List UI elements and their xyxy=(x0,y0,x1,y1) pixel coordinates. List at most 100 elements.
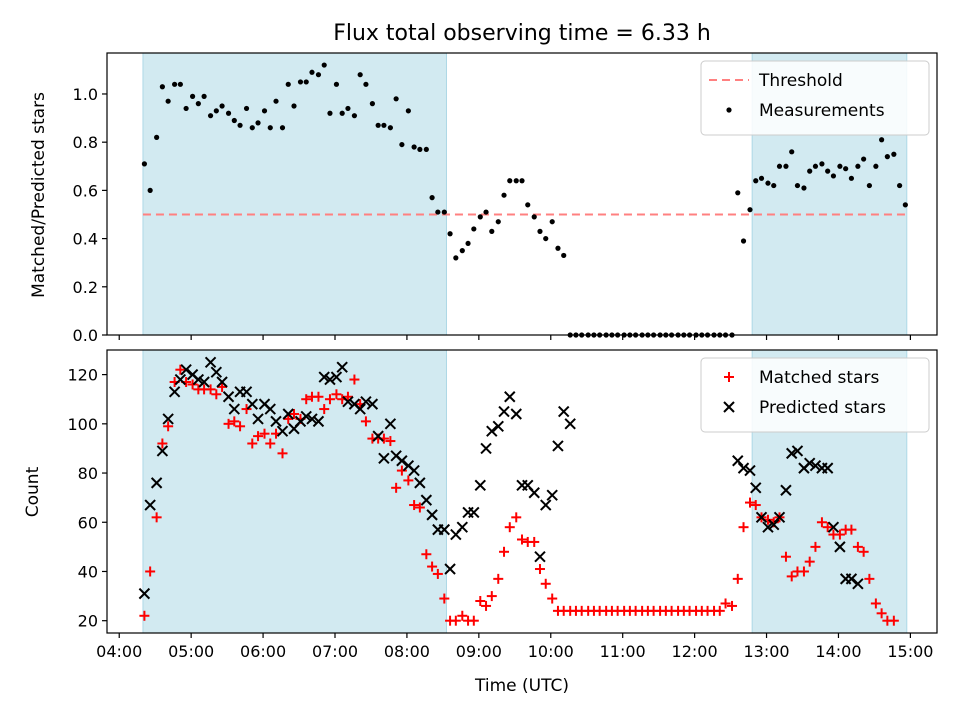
matched-stars-point xyxy=(324,394,335,405)
x-marker-b xyxy=(755,511,768,524)
predicted-stars-point xyxy=(198,376,210,388)
matched-stars-point xyxy=(187,379,198,390)
x-marker-b xyxy=(762,521,774,533)
x-tick-label: 04:00 xyxy=(96,642,142,661)
chart-title: Flux total observing time = 6.33 h xyxy=(333,21,711,46)
x-marker-b xyxy=(809,459,822,472)
matched-stars-point xyxy=(342,391,353,402)
x-marker-b xyxy=(306,413,318,425)
measurement-point xyxy=(219,103,225,109)
x-axis-label: Time (UTC) xyxy=(474,676,569,696)
predicted-stars-point xyxy=(564,418,576,430)
predicted-stars-point xyxy=(809,459,822,472)
predicted-stars-point xyxy=(366,398,379,410)
predicted-stars-point xyxy=(372,430,384,442)
matched-stars-point xyxy=(259,428,270,439)
matched-stars-point xyxy=(750,500,761,511)
matched-stars-point xyxy=(277,448,288,459)
predicted-stars-point xyxy=(852,578,864,590)
matched-stars-point xyxy=(432,568,443,579)
predicted-stars-point xyxy=(342,395,354,408)
x-marker-b xyxy=(456,521,469,533)
matched-stars-point xyxy=(289,408,300,419)
x-marker-b xyxy=(180,363,192,376)
measurement-point xyxy=(861,156,867,162)
measurement-point xyxy=(477,214,483,220)
matched-stars-point xyxy=(403,475,414,486)
measurement-point xyxy=(249,125,255,131)
predicted-stars-point xyxy=(216,376,228,388)
predicted-stars-point xyxy=(552,440,564,452)
predicted-stars-point xyxy=(773,511,786,524)
x-tick-label: 10:00 xyxy=(528,642,574,661)
legend-label: Matched stars xyxy=(759,368,879,388)
predicted-stars-point xyxy=(306,413,318,425)
matched-stars-point xyxy=(439,593,450,604)
measurement-point xyxy=(154,134,160,140)
matched-stars-point xyxy=(864,573,875,584)
x-tick-label: 15:00 xyxy=(887,642,933,661)
measurement-point xyxy=(141,161,148,167)
measurement-point xyxy=(159,84,165,90)
x-marker-b xyxy=(750,482,762,494)
measurement-point xyxy=(315,72,322,78)
x-marker-b xyxy=(162,413,174,425)
matched-stars-point xyxy=(247,438,258,449)
predicted-stars-point xyxy=(486,425,498,437)
matched-stars-point xyxy=(151,512,162,523)
measurement-point xyxy=(441,209,447,215)
y-tick-label: 0.8 xyxy=(73,133,98,152)
measurement-point xyxy=(285,81,291,87)
matched-stars-point xyxy=(714,605,725,616)
y-tick-label: 40 xyxy=(78,562,98,581)
predicted-stars-point xyxy=(354,403,366,415)
x-marker-b xyxy=(821,462,834,474)
matched-stars-point xyxy=(457,610,468,621)
measurement-point xyxy=(147,187,153,193)
predicted-stars-point xyxy=(264,403,276,415)
x-marker-b xyxy=(732,455,744,467)
x-tick-label: 11:00 xyxy=(600,642,646,661)
measurement-point xyxy=(225,110,232,116)
measurement-point xyxy=(465,240,471,247)
predicted-stars-point xyxy=(474,479,486,492)
x-tick-label: 08:00 xyxy=(384,642,430,661)
measurement-point xyxy=(830,173,837,179)
measurement-point xyxy=(261,108,268,114)
measurement-point xyxy=(807,168,813,174)
predicted-stars-point xyxy=(336,361,348,373)
x-marker-b xyxy=(528,487,540,499)
matched-stars-point xyxy=(331,389,342,400)
measurement-point xyxy=(531,214,537,220)
x-marker-b xyxy=(791,445,804,457)
legend-predicted-swatch-b xyxy=(723,401,735,413)
matched-stars-point xyxy=(211,389,222,400)
measurement-point xyxy=(172,81,178,87)
panel-count: 20 40 60 80 100 120 04:00 05:00 06:00 07:00 08:00 0… xyxy=(67,349,938,661)
measurement-point xyxy=(801,185,807,191)
matched-stars-point xyxy=(846,524,857,535)
measurement-point xyxy=(837,163,843,169)
predicted-stars-point xyxy=(732,455,744,467)
measurement-point xyxy=(519,178,525,184)
measurement-point xyxy=(495,219,501,225)
predicted-stars-point xyxy=(510,408,522,420)
x-marker-b xyxy=(192,373,205,386)
x-marker-b xyxy=(330,371,343,383)
x-marker-b xyxy=(228,403,241,415)
x-marker-b xyxy=(396,455,408,467)
legend: Threshold Measurements xyxy=(700,60,930,136)
legend-box xyxy=(700,357,930,433)
x-marker-b xyxy=(486,425,498,437)
matched-stars-point xyxy=(720,598,731,609)
matched-stars-point xyxy=(732,573,743,584)
y-axis-label-bottom: Count xyxy=(23,466,43,517)
predicted-stars-point xyxy=(378,452,390,464)
axes-frame xyxy=(106,349,938,634)
predicted-stars-point xyxy=(252,413,264,425)
x-marker-b xyxy=(510,408,522,420)
x-marker-b xyxy=(540,499,552,511)
y-tick-label: 0.0 xyxy=(73,326,98,345)
predicted-stars-point xyxy=(210,366,223,378)
x-marker-b xyxy=(342,395,354,408)
